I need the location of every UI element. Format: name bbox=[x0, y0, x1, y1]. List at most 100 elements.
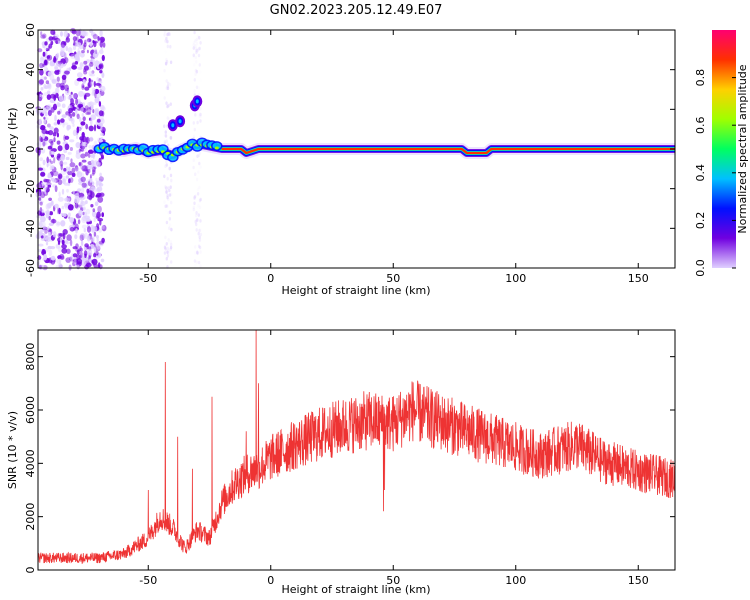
noise-speckle bbox=[198, 185, 201, 190]
noise-speckle bbox=[192, 207, 196, 212]
noise-speckle bbox=[84, 232, 88, 239]
signal-burst bbox=[178, 119, 182, 124]
noise-speckle bbox=[96, 77, 99, 82]
noise-speckle bbox=[49, 202, 53, 207]
noise-speckle bbox=[164, 185, 167, 189]
noise-speckle bbox=[70, 158, 73, 163]
noise-speckle bbox=[98, 101, 102, 107]
noise-speckle bbox=[58, 207, 61, 215]
spectrogram-panel: -50 0 50 100 150 -60 -40 -20 0 20 40 60 Height of s… bbox=[6, 23, 676, 297]
noise-speckle bbox=[192, 207, 195, 212]
noise-speckle bbox=[85, 200, 88, 205]
noise-speckle bbox=[166, 246, 170, 251]
noise-speckle bbox=[49, 144, 53, 150]
noise-speckle bbox=[199, 232, 203, 237]
noise-speckle bbox=[76, 258, 83, 265]
noise-speckle bbox=[84, 243, 89, 248]
noise-speckle bbox=[195, 60, 198, 64]
noise-speckle bbox=[37, 249, 43, 253]
noise-speckle bbox=[196, 154, 199, 158]
noise-speckle bbox=[46, 55, 51, 59]
noise-speckle bbox=[198, 35, 201, 40]
noise-speckle bbox=[98, 110, 104, 117]
noise-speckle bbox=[97, 205, 102, 213]
noise-speckle bbox=[44, 234, 50, 240]
noise-speckle bbox=[64, 197, 71, 203]
noise-speckle bbox=[81, 224, 88, 229]
noise-speckle bbox=[89, 178, 93, 184]
noise-speckle bbox=[97, 217, 104, 222]
noise-speckle bbox=[52, 170, 59, 177]
noise-speckle bbox=[53, 122, 58, 126]
noise-speckle bbox=[168, 210, 172, 214]
spectrogram-xtick-label: 100 bbox=[505, 272, 526, 285]
noise-speckle bbox=[65, 175, 70, 179]
noise-speckle bbox=[195, 41, 199, 46]
noise-speckle bbox=[42, 141, 46, 147]
noise-speckle bbox=[197, 244, 201, 249]
noise-speckle bbox=[199, 70, 202, 74]
noise-speckle bbox=[95, 194, 100, 198]
noise-speckle bbox=[84, 86, 90, 91]
noise-speckle bbox=[93, 231, 97, 237]
noise-speckle bbox=[85, 123, 89, 130]
noise-speckle bbox=[42, 159, 46, 166]
noise-speckle bbox=[46, 182, 52, 186]
noise-speckle bbox=[55, 40, 59, 44]
noise-speckle bbox=[45, 210, 50, 215]
noise-speckle bbox=[53, 127, 59, 134]
noise-speckle bbox=[165, 256, 168, 261]
noise-speckle bbox=[163, 96, 166, 100]
noise-speckle bbox=[170, 242, 173, 247]
noise-speckle bbox=[89, 136, 94, 142]
noise-speckle bbox=[71, 252, 74, 259]
noise-speckle bbox=[40, 87, 44, 91]
noise-speckle bbox=[52, 218, 55, 224]
snr-series-line bbox=[37, 329, 676, 564]
noise-speckle bbox=[49, 93, 56, 99]
noise-speckle bbox=[67, 170, 73, 176]
noise-speckle bbox=[50, 160, 54, 164]
noise-speckle bbox=[51, 78, 57, 85]
noise-speckle bbox=[199, 219, 202, 223]
noise-speckle bbox=[88, 145, 92, 149]
noise-speckle bbox=[52, 179, 57, 183]
noise-speckle bbox=[196, 250, 199, 254]
noise-speckle bbox=[64, 84, 69, 92]
noise-speckle bbox=[165, 139, 168, 143]
noise-speckle bbox=[50, 140, 54, 146]
snr-ylabel: SNR (10 * v/v) bbox=[6, 411, 19, 489]
noise-speckle bbox=[70, 98, 74, 105]
noise-speckle bbox=[164, 62, 168, 66]
noise-speckle bbox=[92, 160, 99, 166]
noise-speckle bbox=[85, 257, 90, 262]
noise-speckle bbox=[81, 182, 87, 188]
noise-speckle bbox=[163, 124, 166, 128]
colorbar-axes: 0.0 0.2 0.4 0.6 0.8 bbox=[694, 69, 736, 277]
noise-speckle bbox=[46, 161, 49, 168]
noise-speckle bbox=[46, 104, 52, 110]
noise-speckle bbox=[77, 219, 81, 225]
noise-speckle bbox=[169, 60, 173, 65]
noise-speckle bbox=[77, 188, 82, 192]
noise-speckle bbox=[84, 264, 89, 270]
noise-speckle bbox=[165, 189, 168, 194]
noise-speckle bbox=[167, 240, 171, 245]
noise-speckle bbox=[66, 234, 72, 241]
noise-speckle bbox=[79, 233, 86, 240]
noise-speckle bbox=[77, 171, 80, 175]
colorbar-bar bbox=[712, 30, 736, 268]
noise-speckle bbox=[198, 151, 202, 155]
noise-speckle bbox=[194, 158, 196, 162]
noise-speckle bbox=[48, 222, 54, 226]
noise-speckle bbox=[85, 136, 89, 143]
noise-speckle bbox=[168, 117, 171, 121]
noise-speckle bbox=[101, 224, 107, 232]
snr-xtick-label: -50 bbox=[139, 574, 157, 587]
noise-speckle bbox=[81, 131, 85, 138]
noise-speckle bbox=[166, 195, 169, 200]
noise-speckle bbox=[195, 222, 198, 227]
noise-speckle bbox=[94, 60, 100, 67]
noise-speckle bbox=[94, 91, 97, 99]
noise-speckle bbox=[62, 122, 69, 126]
